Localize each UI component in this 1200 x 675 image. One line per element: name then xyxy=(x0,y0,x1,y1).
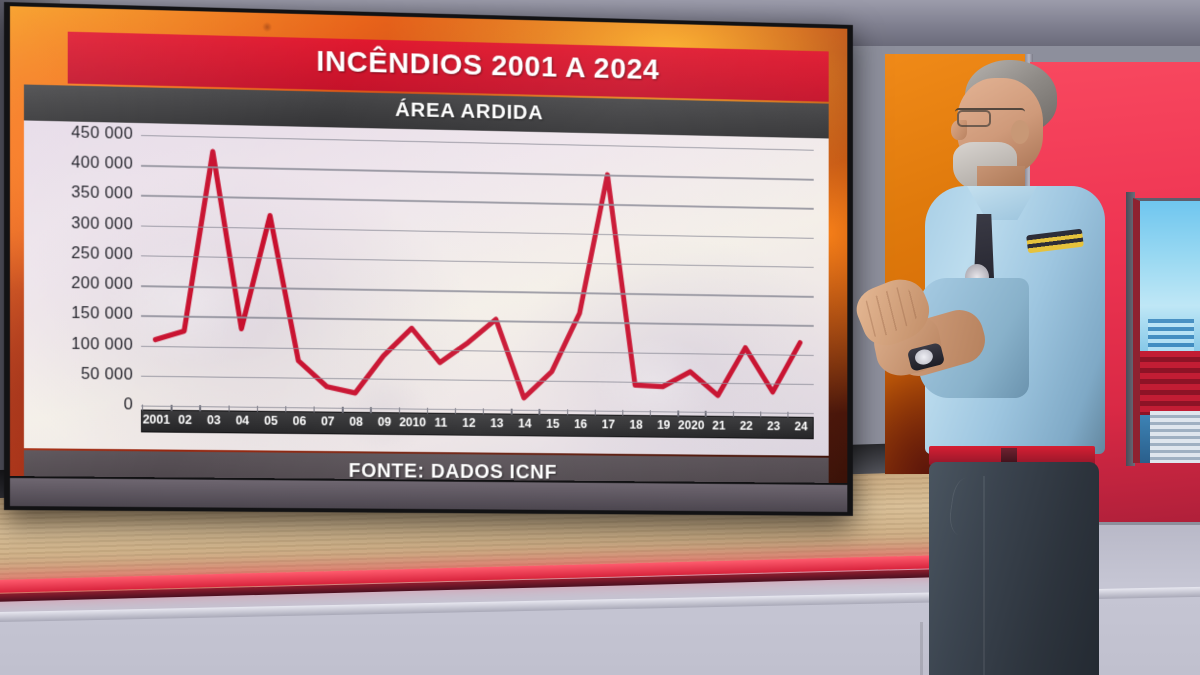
presenter-belt-buckle xyxy=(1001,448,1017,463)
x-axis-tick-label: 11 xyxy=(434,415,448,430)
x-axis-tick-label: 14 xyxy=(518,416,532,431)
floor-seam xyxy=(920,622,923,675)
presenter xyxy=(850,46,1135,675)
mini-monitor-frame xyxy=(1126,192,1135,466)
glasses-icon xyxy=(955,108,1025,127)
x-axis-tick-label: 12 xyxy=(462,415,476,430)
screen-base xyxy=(9,478,848,513)
y-axis-tick-label: 300 000 xyxy=(71,213,134,233)
x-axis-tick-label: 09 xyxy=(377,415,392,430)
y-axis-tick-label: 400 000 xyxy=(71,153,134,173)
presenter-ear xyxy=(1011,120,1029,144)
x-axis-tick-label: 08 xyxy=(349,414,363,429)
chart-card: 450 000 400 000 350 000 300 000 250 000 200 0… xyxy=(23,120,829,456)
x-axis-tick-label: 22 xyxy=(739,419,753,433)
x-axis-tick-label: 02 xyxy=(178,412,192,427)
x-axis-tick-label: 04 xyxy=(235,413,250,428)
x-axis-tick-label: 06 xyxy=(292,414,307,429)
y-axis-tick-label: 0 xyxy=(123,395,134,414)
x-axis-tick-label: 24 xyxy=(794,419,808,434)
subtitle-text: ÁREA ARDIDA xyxy=(395,98,544,125)
x-axis-tick-label: 16 xyxy=(573,417,588,432)
y-axis-tick-label: 100 000 xyxy=(71,334,134,354)
x-axis-tick-label: 2020 xyxy=(678,418,705,433)
x-axis-tick-label: 15 xyxy=(546,416,560,431)
y-axis-tick-label: 250 000 xyxy=(71,244,134,264)
monitor-red-bars xyxy=(1140,351,1200,415)
x-axis-tick-label: 03 xyxy=(206,413,221,428)
x-axis-tick-label: 13 xyxy=(490,416,504,431)
x-axis-tick-label: 2001 xyxy=(142,412,171,427)
page-title: INCÊNDIOS 2001 A 2024 xyxy=(316,45,660,86)
x-axis-tick-label: 19 xyxy=(657,418,671,432)
monitor-building-graphic xyxy=(1150,411,1200,463)
y-axis-tick-label: 200 000 xyxy=(71,274,134,294)
x-axis-tick-label: 21 xyxy=(712,418,726,433)
y-axis-tick-label: 450 000 xyxy=(71,123,134,143)
presenter-trouser-pleat xyxy=(983,476,985,675)
y-axis-tick-label: 350 000 xyxy=(71,183,134,203)
y-axis-tick-label: 150 000 xyxy=(71,304,134,324)
x-axis-tick-label: 05 xyxy=(264,413,278,428)
secondary-monitor: ias xyxy=(1133,198,1200,463)
presenter-trousers xyxy=(929,462,1099,675)
y-axis: 450 000 400 000 350 000 300 000 250 000 200 0… xyxy=(24,124,134,414)
x-axis-tick-label: 23 xyxy=(767,419,781,434)
screen-content: INCÊNDIOS 2001 A 2024 ÁREA ARDIDA 450 00… xyxy=(9,6,848,484)
main-display-screen: INCÊNDIOS 2001 A 2024 ÁREA ARDIDA 450 00… xyxy=(4,2,853,516)
x-axis-tick-label: 2010 xyxy=(399,415,427,430)
data-line-Área ardida (ha) xyxy=(155,150,800,401)
x-axis-tick-label: 07 xyxy=(321,414,335,429)
x-axis-tick-label: 17 xyxy=(601,417,615,432)
y-axis-tick-label: 50 000 xyxy=(80,364,134,384)
x-axis-tick-label: 18 xyxy=(629,417,643,432)
